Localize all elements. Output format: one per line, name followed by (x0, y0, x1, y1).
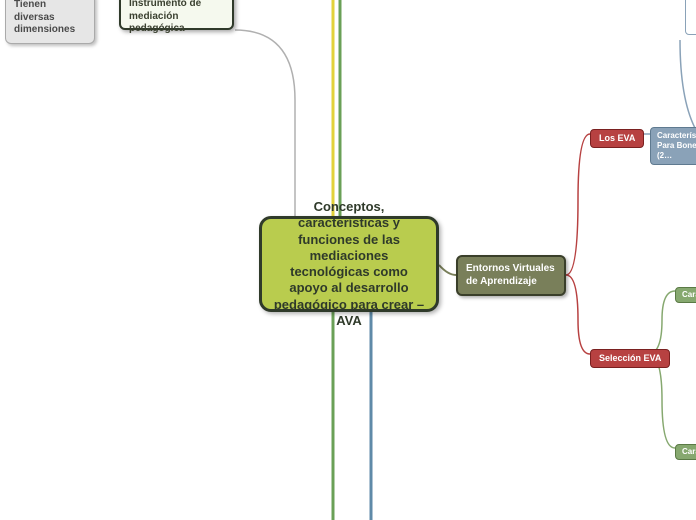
node-label: Tienen diversas dimensiones (14, 0, 75, 35)
node-label: Conceptos, características y funciones d… (270, 199, 428, 329)
node-clipped-right[interactable] (685, 0, 696, 35)
node-label: Carac (682, 290, 696, 299)
node-caracteristicas-3[interactable]: Carac (675, 444, 696, 460)
node-label: Instrumento de mediación pedagógica (129, 0, 201, 34)
node-label: Entornos Virtuales de Aprendizaje (466, 263, 555, 287)
node-dimensiones[interactable]: Tienen diversas dimensiones (5, 0, 95, 44)
node-seleccion-eva[interactable]: Selección EVA (590, 349, 670, 368)
node-central[interactable]: Conceptos, características y funciones d… (259, 216, 439, 312)
node-label: Características Para Boneu (2… (657, 131, 696, 160)
mindmap-canvas: Tienen diversas dimensiones Instrumento … (0, 0, 696, 520)
node-label: Los EVA (599, 133, 635, 143)
node-label: Selección EVA (599, 353, 661, 363)
node-label: Carac (682, 447, 696, 456)
node-los-eva[interactable]: Los EVA (590, 129, 644, 148)
node-caracteristicas-boneu[interactable]: Características Para Boneu (2… (650, 127, 696, 165)
node-instrumento[interactable]: Instrumento de mediación pedagógica (119, 0, 234, 30)
node-caracteristicas-2[interactable]: Carac (675, 287, 696, 303)
node-entornos[interactable]: Entornos Virtuales de Aprendizaje (456, 255, 566, 296)
